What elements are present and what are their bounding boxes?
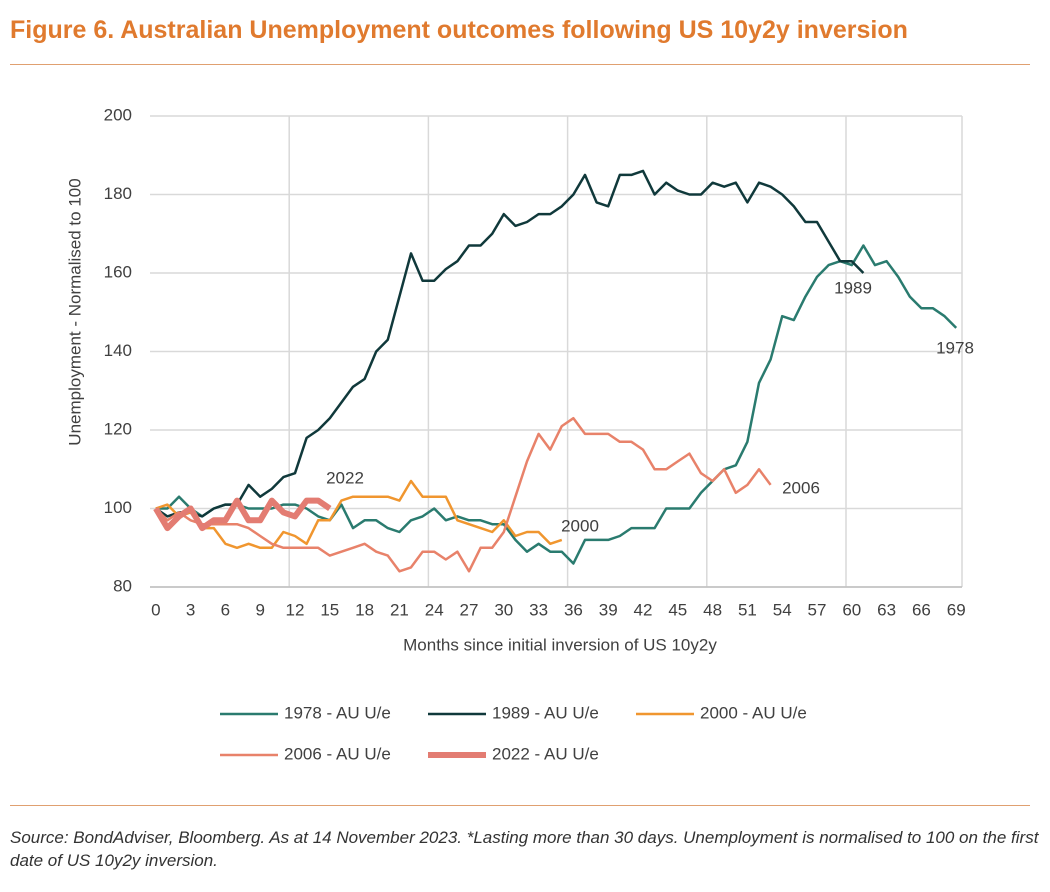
x-tick-label: 33 [529,600,548,619]
annotation: 2006 [782,478,820,497]
legend-label: 1989 - AU U/e [492,703,599,722]
legend-label: 2022 - AU U/e [492,744,599,763]
x-tick-label: 36 [564,600,583,619]
line [154,416,772,573]
x-tick-label: 48 [703,600,722,619]
x-tick-label: 0 [151,600,160,619]
line [155,479,563,550]
y-axis-title: Unemployment - Normalised to 100 [65,178,84,445]
line [155,169,865,518]
y-tick-label: 200 [104,105,132,124]
divider [10,805,1030,806]
x-tick-label: 6 [221,600,230,619]
y-tick-label: 140 [104,341,132,360]
y-tick-label: 100 [104,498,132,517]
x-tick-label: 18 [355,600,374,619]
x-tick-label: 3 [186,600,195,619]
figure-title: Figure 6. Australian Unemployment outcom… [10,16,908,44]
x-tick-label: 66 [912,600,931,619]
chart: Months since initial inversion of US 10y… [65,105,974,763]
divider [10,64,1030,65]
x-tick-label: 63 [877,600,896,619]
x-tick-label: 69 [947,600,966,619]
legend-label: 2000 - AU U/e [700,703,807,722]
y-tick-label: 160 [104,262,132,281]
annotation: 1989 [834,278,872,297]
x-tick-label: 21 [390,600,409,619]
line [153,497,332,532]
x-tick-label: 45 [668,600,687,619]
x-tick-label: 27 [460,600,479,619]
y-tick-label: 120 [104,419,132,438]
y-tick-label: 180 [104,184,132,203]
y-tick-label: 80 [113,576,132,595]
x-tick-label: 42 [634,600,653,619]
x-tick-label: 54 [773,600,792,619]
line [155,244,958,565]
x-tick-label: 9 [255,600,264,619]
annotation: 2000 [561,516,599,535]
x-tick-label: 57 [808,600,827,619]
legend-label: 2006 - AU U/e [284,744,391,763]
annotation: 1978 [936,338,974,357]
x-tick-label: 30 [494,600,513,619]
x-tick-label: 51 [738,600,757,619]
x-tick-label: 24 [425,600,444,619]
x-tick-label: 12 [286,600,305,619]
x-tick-label: 60 [842,600,861,619]
x-tick-label: 15 [320,600,339,619]
source-note: Source: BondAdviser, Bloomberg. As at 14… [10,828,1039,870]
x-tick-label: 39 [599,600,618,619]
x-axis-title: Months since initial inversion of US 10y… [403,635,717,654]
annotation: 2022 [326,468,364,487]
legend-label: 1978 - AU U/e [284,703,391,722]
